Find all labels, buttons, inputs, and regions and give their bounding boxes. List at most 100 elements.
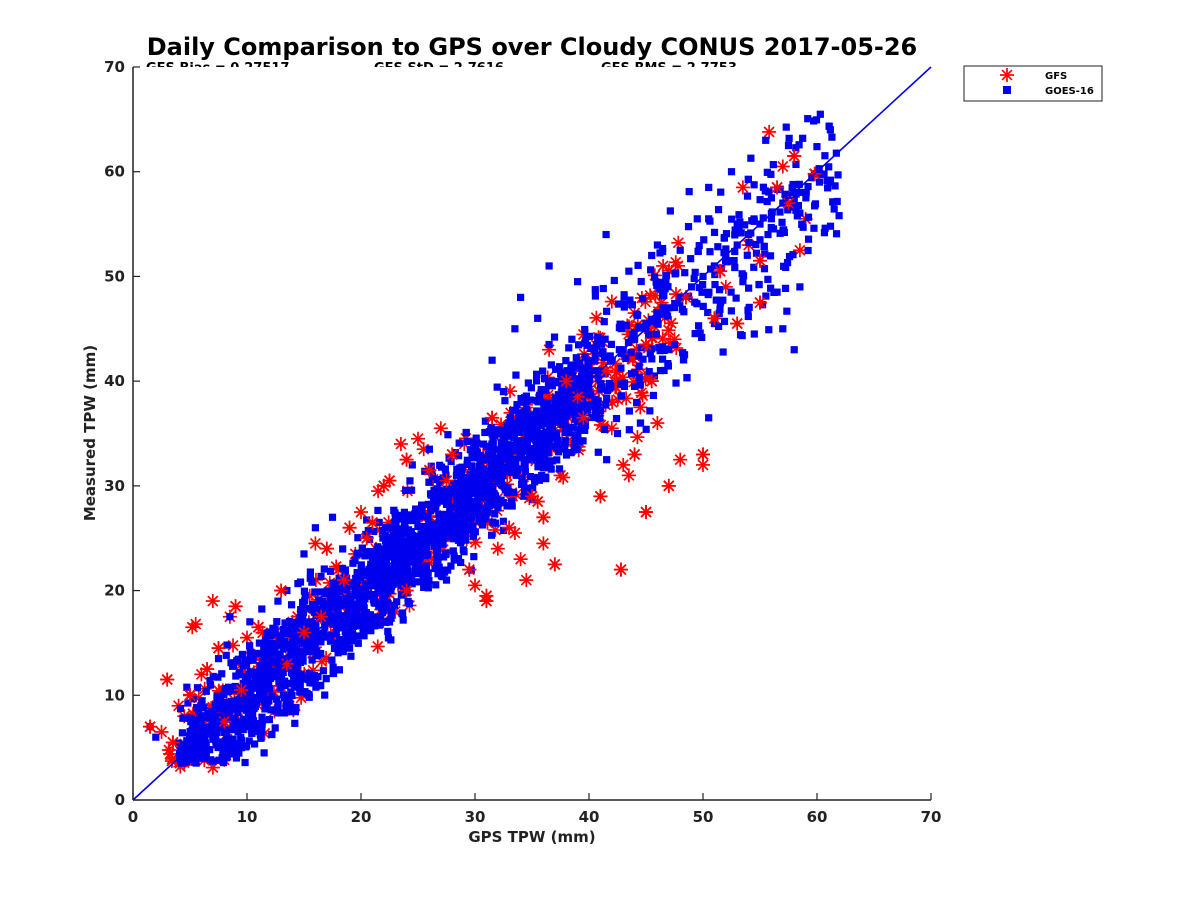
goes16-point (415, 578, 423, 586)
gfs-point (644, 374, 659, 389)
goes16-point (378, 595, 387, 603)
goes16-point (799, 134, 807, 142)
goes16-point (335, 595, 343, 603)
goes16-point (289, 669, 297, 677)
goes16-point (424, 569, 432, 577)
goes16-point (615, 346, 623, 354)
goes16-point (240, 703, 248, 712)
goes16-point (390, 506, 398, 515)
goes16-point (344, 636, 352, 645)
goes16-point (352, 580, 360, 588)
goes16-point (526, 473, 534, 481)
goes16-point (441, 465, 449, 473)
goes16-point (311, 588, 319, 596)
goes16-point (502, 455, 510, 463)
goes16-point (245, 700, 254, 709)
goes16-point (785, 252, 794, 261)
gfs-point (513, 552, 528, 567)
goes16-point (764, 275, 772, 283)
x-tick-label: 50 (693, 808, 714, 826)
goes16-point (664, 360, 672, 368)
goes16-point (538, 453, 546, 461)
goes16-point (731, 231, 739, 239)
goes16-point (826, 178, 834, 186)
goes16-point (353, 569, 361, 577)
goes16-point (195, 740, 203, 748)
goes16-point (189, 735, 198, 744)
goes16-point (280, 655, 288, 663)
goes16-point (405, 533, 413, 541)
goes16-point (360, 632, 368, 640)
goes16-point (218, 670, 226, 678)
goes16-point (211, 701, 219, 709)
goes16-point (237, 699, 245, 707)
gfs-point (399, 452, 414, 467)
goes16-point (268, 730, 276, 739)
goes16-point (281, 619, 289, 627)
goes16-point (391, 550, 400, 558)
goes16-point (256, 662, 264, 670)
goes16-point (732, 294, 740, 302)
goes16-point (288, 641, 296, 649)
goes16-point (413, 516, 421, 524)
goes16-point (284, 702, 292, 710)
goes16-point (795, 141, 803, 149)
gfs-point (576, 410, 591, 425)
goes16-point (192, 726, 200, 734)
goes16-point (547, 404, 555, 413)
goes16-point (475, 517, 483, 525)
goes16-point (639, 355, 647, 363)
goes16-point (293, 626, 301, 634)
goes16-point (457, 558, 465, 567)
goes16-point (622, 321, 631, 329)
goes16-point (375, 582, 383, 590)
goes16-point (453, 470, 461, 478)
goes16-point (280, 709, 289, 717)
goes16-point (523, 440, 531, 449)
goes16-point (527, 384, 535, 392)
goes16-point (555, 399, 563, 407)
goes16-point (284, 695, 292, 703)
gfs-point (664, 316, 679, 331)
goes16-point (714, 206, 723, 214)
gfs-point (593, 489, 608, 504)
goes16-point (646, 349, 654, 358)
goes16-point (380, 572, 388, 580)
goes16-point (221, 685, 229, 693)
goes16-point (670, 340, 679, 349)
goes16-point (254, 696, 262, 704)
goes16-point (776, 208, 784, 216)
goes16-point (587, 344, 595, 353)
goes16-point (269, 624, 277, 632)
goes16-point (544, 449, 552, 457)
goes16-point (268, 640, 276, 648)
goes16-point (437, 572, 445, 580)
goes16-point (454, 554, 463, 563)
goes16-point (411, 510, 419, 518)
goes16-point (650, 372, 658, 380)
goes16-point (222, 651, 230, 659)
goes16-point (548, 382, 556, 390)
goes16-point (360, 604, 368, 612)
goes16-point (626, 296, 634, 304)
goes16-point (639, 295, 647, 303)
goes16-point (781, 190, 789, 198)
goes16-point (485, 488, 493, 497)
goes16-point (534, 420, 543, 428)
goes16-point (778, 218, 786, 226)
goes16-point (473, 439, 481, 447)
goes16-point (242, 719, 251, 727)
goes16-point (317, 649, 325, 658)
goes16-point (752, 240, 760, 249)
goes16-point (519, 422, 528, 431)
goes16-point (469, 532, 478, 540)
goes16-point (759, 214, 767, 222)
goes16-point (737, 229, 745, 237)
goes16-point (500, 442, 508, 450)
goes16-point (534, 409, 543, 417)
goes16-point (273, 657, 281, 665)
goes16-point (354, 534, 362, 542)
goes16-point (398, 514, 406, 523)
gfs-point (639, 505, 653, 520)
goes16-point (501, 397, 509, 405)
